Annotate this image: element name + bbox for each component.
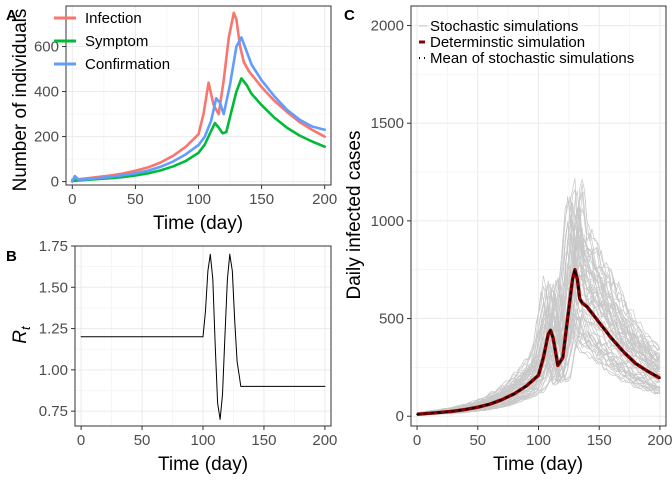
panel-c-deterministic-line <box>416 268 661 416</box>
panel-b-y-tick-label: 1.75 <box>39 238 68 255</box>
panel-a-x-tick-label: 0 <box>68 191 76 208</box>
panel-b-x-tick-label: 0 <box>77 432 85 449</box>
panel-b-ylabel: Rt <box>10 325 33 344</box>
panel-a-x-tick-label: 50 <box>127 191 144 208</box>
panel-c-x-tick-label: 0 <box>413 432 421 449</box>
panel-b-xlabel: Time (day) <box>158 454 248 475</box>
panel-b-x-tick-label: 100 <box>190 432 215 449</box>
panel-c-x-tick-label: 100 <box>526 432 551 449</box>
panel-a-y-tick-label: 600 <box>34 39 59 56</box>
panel-a-x-tick-label: 200 <box>312 191 337 208</box>
panel-b-y-tick-label: 1.00 <box>39 362 68 379</box>
panel-a-lines <box>71 11 327 183</box>
panel-a-series-line-infection <box>71 11 327 182</box>
panel-c-x-tick-label: 50 <box>469 432 486 449</box>
panel-b-y-tick-label: 1.50 <box>39 279 68 296</box>
panel-c-y-tick-label: 500 <box>379 311 404 328</box>
legend-label-2: Mean of stochastic simulations <box>430 50 634 67</box>
panel-a-y-tick-label: 200 <box>34 129 59 146</box>
panel-c-y-tick-label: 2000 <box>371 18 404 35</box>
panel-c-stochastic-line <box>417 191 661 414</box>
panel-a-series-line-confirmation <box>71 36 327 183</box>
panel-c-x-tick-label: 150 <box>587 432 612 449</box>
panel-c-y-tick-label: 1500 <box>371 115 404 132</box>
panel-b-y-tick-label: 0.75 <box>39 403 68 420</box>
panel-c-ylabel: Daily infected cases <box>344 131 365 300</box>
panel-c-mean-lines <box>416 268 661 416</box>
panel-a-tag: A <box>6 7 17 24</box>
legend-label-0: Stochastic simulations <box>430 18 578 35</box>
panel-a-y-tick-label: 0 <box>51 174 59 191</box>
panel-b-x-tick-label: 150 <box>251 432 276 449</box>
panel-a-x-tick-label: 150 <box>249 191 274 208</box>
panel-c-stochastic-line <box>417 221 661 414</box>
legend-label-symptom: Symptom <box>85 33 148 50</box>
panel-a-xlabel: Time (day) <box>153 213 243 234</box>
panel-c-tag: C <box>344 7 355 24</box>
panel-b-lines <box>80 253 326 420</box>
panel-b: B 0 50 100 150 200 0.75 1.00 1.25 1.50 1.75 Time … <box>6 238 337 475</box>
panel-c-y-tick-label: 1000 <box>371 213 404 230</box>
panel-c-x-tick-label: 200 <box>647 432 672 449</box>
panel-c-grid <box>411 6 666 426</box>
panel-a-grid <box>66 6 331 185</box>
panel-b-y-tick-label: 1.25 <box>39 321 68 338</box>
panel-b-ticks: 0 50 100 150 200 0.75 1.00 1.25 1.50 1.75 <box>39 238 338 449</box>
panel-a-x-tick-label: 100 <box>186 191 211 208</box>
legend-label-1: Determinstic simulation <box>430 34 585 51</box>
legend-label-confirmation: Confirmation <box>85 56 170 73</box>
legend-label-infection: Infection <box>85 10 142 27</box>
panel-b-x-tick-label: 50 <box>134 432 151 449</box>
panel-c-stochastic-line <box>417 310 661 416</box>
panel-a-series-line-symptom <box>71 77 327 183</box>
panel-a: A 0 50 100 150 200 0 200 400 600 Time (day) Numb… <box>6 5 337 234</box>
panel-c-xlabel: Time (day) <box>493 454 583 475</box>
panel-a-legend: Infection Symptom Confirmation <box>54 10 170 73</box>
panel-c-y-tick-label: 0 <box>396 408 404 425</box>
panel-a-ticks: 0 50 100 150 200 0 200 400 600 <box>34 39 337 208</box>
panel-a-y-tick-label: 400 <box>34 84 59 101</box>
panel-a-ylabel: Number of individuals <box>10 9 31 192</box>
panel-b-tag: B <box>6 248 17 265</box>
panel-b-x-tick-label: 200 <box>312 432 337 449</box>
panel-b-series-line-0 <box>80 253 326 420</box>
